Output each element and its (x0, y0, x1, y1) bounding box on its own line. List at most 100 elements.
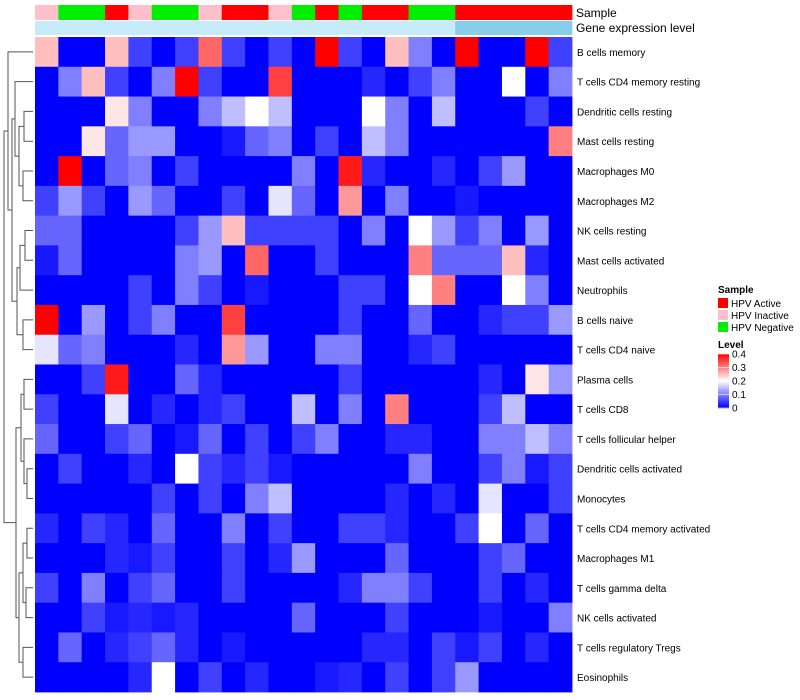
heatmap-cell (245, 96, 269, 127)
heatmap-cell (81, 453, 106, 484)
dendrogram-branch (25, 587, 33, 619)
heatmap-cell (151, 245, 176, 276)
heatmap-cell (385, 513, 409, 544)
heatmap-cell (245, 453, 269, 484)
heatmap-cell (58, 156, 83, 187)
heatmap-cell (408, 572, 433, 604)
level-legend-gradient (718, 367, 729, 370)
level-legend-gradient (718, 397, 729, 399)
heatmap-cell (431, 513, 456, 544)
row-label: Eosinophils (577, 673, 628, 684)
heatmap-cell (525, 394, 550, 425)
heatmap-cell (525, 424, 550, 455)
heatmap-cell (175, 37, 199, 68)
heatmap-cell (268, 453, 293, 484)
heatmap-cell (151, 453, 176, 484)
heatmap-cell (315, 185, 339, 217)
heatmap-cell (35, 513, 59, 544)
heatmap-cell (455, 662, 480, 693)
heatmap-cell (501, 126, 526, 157)
heatmap-cell (221, 453, 246, 484)
heatmap-cell (268, 156, 293, 187)
heatmap-cell (221, 245, 246, 276)
heatmap-cell (315, 662, 339, 693)
heatmap-cell (525, 66, 550, 97)
heatmap-cell (151, 96, 176, 127)
heatmap-cell (361, 513, 386, 544)
heatmap-cell (35, 632, 59, 663)
heatmap-cell (478, 275, 503, 306)
heatmap-cell (245, 513, 269, 544)
heatmap-cell (268, 483, 293, 514)
heatmap-cell (385, 394, 409, 425)
heatmap-cell (291, 126, 316, 157)
heatmap-cell (105, 602, 129, 633)
expression-annotation-cell (455, 21, 480, 35)
heatmap-cell (385, 96, 409, 127)
level-legend-tick-label: 0.3 (732, 363, 746, 374)
expression-annotation-cell (175, 21, 199, 35)
heatmap-cell (81, 334, 106, 365)
heatmap-cell (198, 96, 223, 127)
heatmap-cell (455, 126, 480, 157)
heatmap-cell (455, 245, 480, 276)
heatmap-cell (361, 483, 386, 514)
heatmap-cell (431, 334, 456, 365)
heatmap-cell (245, 394, 269, 425)
expression-annotation-cell (35, 21, 59, 35)
sample-annotation-cell (525, 5, 550, 20)
heatmap-cell (291, 453, 316, 484)
sample-annotation-cell (315, 5, 339, 20)
heatmap-cell (58, 66, 83, 97)
heatmap-cell (268, 245, 293, 276)
heatmap-cell (221, 543, 246, 574)
heatmap-cell (338, 632, 363, 663)
heatmap-cell (291, 275, 316, 306)
heatmap-cell (175, 66, 199, 97)
heatmap-cell (548, 602, 573, 633)
level-legend-gradient (718, 401, 729, 403)
level-legend-gradient (718, 359, 729, 362)
heatmap-cell (478, 572, 503, 604)
heatmap-cell (548, 126, 573, 157)
heatmap-cell (501, 394, 526, 425)
expression-annotation-cell (58, 21, 83, 35)
heatmap-cell (548, 662, 573, 693)
heatmap-cell (58, 513, 83, 544)
heatmap-cell (501, 453, 526, 484)
heatmap-cell (315, 572, 339, 604)
heatmap-cell (245, 662, 269, 693)
heatmap-cell (408, 66, 433, 97)
heatmap-cell (431, 126, 456, 157)
heatmap-cell (408, 662, 433, 693)
expression-annotation-cell (268, 21, 293, 35)
heatmap-cell (35, 543, 59, 574)
heatmap-cell (361, 156, 386, 187)
heatmap-cell (221, 96, 246, 127)
heatmap-cell (431, 453, 456, 484)
sample-annotation-cell (81, 5, 106, 20)
heatmap-cell (385, 126, 409, 157)
heatmap-cell (431, 275, 456, 306)
heatmap-cell (58, 394, 83, 425)
heatmap-cell (315, 37, 339, 68)
heatmap-cell (525, 245, 550, 276)
row-label: NK cells resting (577, 227, 646, 238)
heatmap-cell (315, 602, 339, 633)
heatmap-cell (478, 394, 503, 425)
heatmap-cell (35, 156, 59, 187)
heatmap-cell (501, 334, 526, 365)
heatmap-cell (245, 572, 269, 604)
level-legend-gradient (718, 364, 729, 367)
heatmap-cell (198, 215, 223, 246)
heatmap-cell (455, 632, 480, 663)
heatmap-cell (478, 304, 503, 336)
dendrogram-branch (23, 378, 33, 410)
heatmap-cell (455, 215, 480, 246)
heatmap-cell (128, 37, 153, 68)
heatmap-cell (291, 334, 316, 365)
heatmap-cell (81, 364, 106, 395)
heatmap-cell (361, 245, 386, 276)
heatmap-cell (105, 543, 129, 574)
